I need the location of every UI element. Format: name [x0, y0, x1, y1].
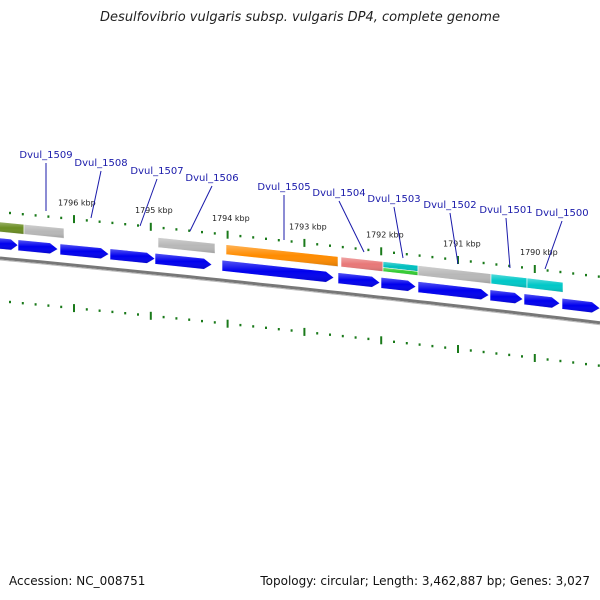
forward-gene-shade: [490, 289, 523, 304]
gene-label[interactable]: Dvul_1508: [74, 158, 127, 169]
reverse-gene-shade: [383, 267, 418, 276]
gene-label[interactable]: Dvul_1506: [185, 173, 238, 184]
gene-label-leader: [449, 212, 459, 265]
genome-summary-text: Topology: circular; Length: 3,462,887 bp…: [260, 574, 590, 588]
forward-gene-shade: [524, 293, 560, 308]
kbp-tick-label: 1792 kbp: [366, 231, 404, 240]
reverse-gene-shade: [24, 224, 64, 239]
gene-label[interactable]: Dvul_1502: [423, 200, 476, 211]
gene-label[interactable]: Dvul_1500: [535, 208, 588, 219]
forward-gene-shade: [155, 253, 212, 270]
reverse-gene-shade: [226, 244, 338, 267]
kbp-tick-label: 1793 kbp: [289, 222, 327, 231]
reverse-gene-shade: [158, 237, 215, 254]
forward-gene-shade: [381, 277, 416, 292]
gene-label-leader: [90, 170, 102, 219]
kbp-tick-label: 1796 kbp: [58, 199, 96, 208]
gene-label[interactable]: Dvul_1507: [130, 166, 183, 177]
forward-gene-shade: [418, 281, 489, 300]
gene-label-leader: [139, 178, 158, 227]
gene-label-leader: [544, 220, 563, 270]
gene-label-leader: [393, 206, 404, 259]
kbp-tick-label: 1790 kbp: [520, 248, 558, 257]
gene-label[interactable]: Dvul_1503: [367, 194, 420, 205]
reverse-gene-shade: [341, 256, 383, 272]
kbp-tick-label: 1794 kbp: [212, 214, 250, 223]
forward-gene-shade: [110, 248, 155, 264]
genome-backbone: [0, 256, 600, 325]
gene-label[interactable]: Dvul_1505: [257, 182, 310, 193]
gene-label-leader: [189, 185, 213, 232]
reverse-gene-shade: [0, 221, 24, 235]
forward-gene-shade: [562, 298, 600, 313]
kbp-tick-label: 1795 kbp: [135, 206, 173, 215]
reverse-gene-shade: [418, 265, 491, 284]
genome-backbone-shadow: [0, 259, 600, 326]
forward-gene-shade: [60, 243, 109, 259]
gene-label[interactable]: Dvul_1509: [19, 150, 72, 161]
reverse-gene-shade: [491, 273, 527, 288]
forward-gene-shade: [18, 239, 58, 254]
reverse-gene-shade: [527, 278, 563, 293]
map-title: Desulfovibrio vulgaris subsp. vulgaris D…: [100, 10, 500, 25]
gene-label-leader: [505, 217, 511, 269]
forward-gene-shade: [222, 260, 334, 283]
kbp-tick-label: 1791 kbp: [443, 239, 481, 248]
gene-label-leader: [338, 200, 365, 253]
gene-label[interactable]: Dvul_1504: [312, 188, 365, 199]
forward-gene-shade: [338, 272, 380, 288]
forward-gene-shade: [0, 237, 18, 251]
gene-label[interactable]: Dvul_1501: [479, 205, 532, 216]
reverse-gene-shade: [383, 261, 418, 272]
accession-text: Accession: NC_008751: [9, 574, 146, 588]
